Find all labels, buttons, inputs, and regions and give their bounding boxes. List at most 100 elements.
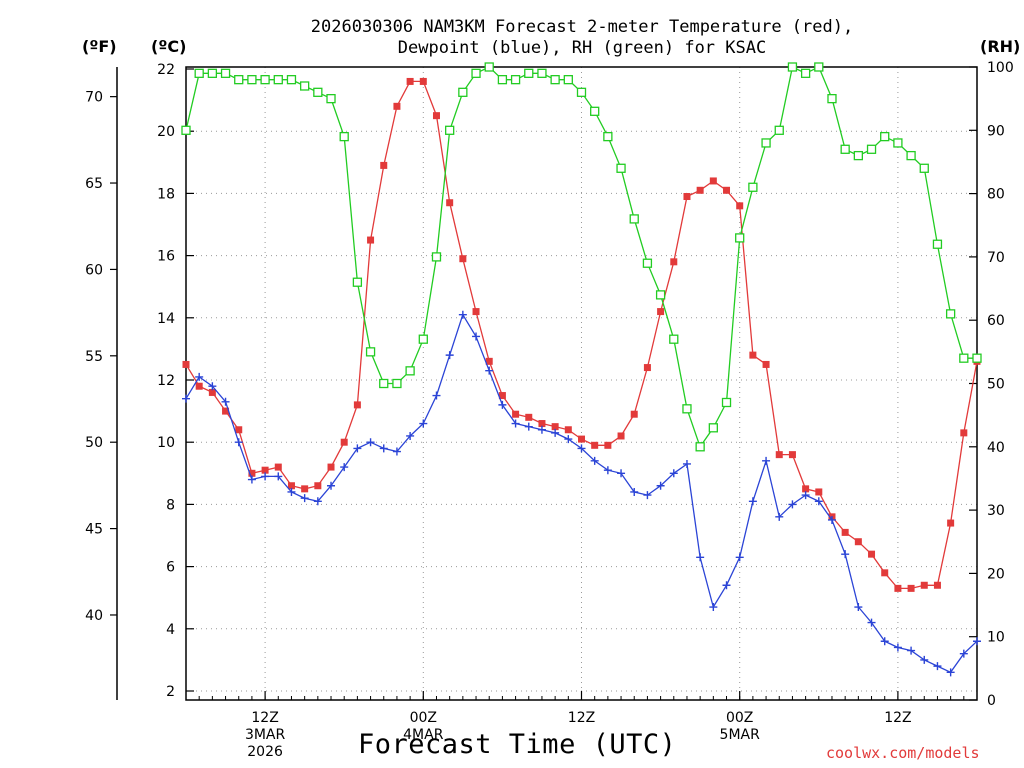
data-point-1-31: [590, 456, 599, 465]
data-point-1-59: [959, 649, 968, 658]
data-point-2-18: [418, 334, 428, 344]
data-point-0-40: [709, 177, 717, 185]
data-point-1-58: [946, 668, 955, 677]
data-point-2-24: [497, 75, 508, 85]
data-point-2-59: [959, 353, 969, 363]
chart-title-line-1: 2026030306 NAM3KM Forecast 2-meter Tempe…: [310, 17, 854, 37]
celsius-tick-label-16: 16: [157, 249, 175, 265]
data-point-0-18: [419, 77, 427, 85]
celsius-tick-label-4: 4: [166, 622, 175, 638]
x-tick-label-30-0: 12Z: [568, 710, 595, 726]
data-point-1-12: [340, 463, 349, 472]
series-line-2: [185, 66, 977, 449]
data-point-2-6: [260, 75, 270, 85]
data-point-1-28: [551, 428, 560, 437]
data-point-0-27: [538, 420, 546, 428]
celsius-tick-label-10: 10: [157, 435, 175, 451]
data-point-2-3: [220, 68, 231, 78]
fahrenheit-tick-label-50: 50: [85, 435, 103, 451]
data-point-0-56: [920, 581, 928, 589]
fahrenheit-tick-label-45: 45: [85, 522, 103, 538]
axes: 2 4 6 8 10 12 14 16 18 20 22 40 45 50 55 60 65 70 0 10 20 30 4…: [85, 60, 1014, 760]
data-point-2-30: [576, 87, 587, 97]
celsius-tick-label-12: 12: [157, 373, 175, 389]
data-point-1-11: [327, 481, 336, 490]
data-point-0-57: [933, 581, 941, 589]
data-point-0-52: [868, 550, 876, 558]
data-point-1-15: [379, 444, 388, 453]
data-point-2-37: [669, 334, 679, 344]
data-point-1-54: [893, 643, 902, 652]
data-point-2-16: [392, 378, 402, 389]
x-tick-label-6-0: 12Z: [251, 710, 278, 726]
x-tick-label-54-0: 12Z: [884, 710, 911, 726]
data-point-0-28: [551, 423, 559, 431]
celsius-unit-label: (ºC): [151, 37, 187, 56]
rh-tick-label-60: 60: [987, 313, 1005, 329]
data-point-0-13: [353, 401, 361, 409]
data-point-0-21: [459, 255, 467, 263]
data-point-0-9: [301, 485, 309, 493]
data-point-2-46: [787, 62, 798, 72]
data-point-1-45: [775, 512, 784, 521]
data-point-1-4: [234, 438, 243, 447]
data-point-2-15: [379, 378, 389, 389]
data-point-2-54: [893, 138, 903, 148]
fahrenheit-tick-label-65: 65: [85, 176, 103, 192]
data-point-2-10: [313, 87, 323, 97]
data-point-1-40: [709, 603, 718, 612]
data-point-1-56: [920, 655, 929, 664]
data-point-0-10: [314, 482, 322, 490]
data-point-0-12: [340, 438, 348, 446]
data-point-0-3: [222, 407, 230, 415]
data-point-2-49: [827, 94, 837, 104]
data-point-0-17: [406, 77, 414, 85]
data-point-1-52: [867, 618, 876, 627]
celsius-tick-label-20: 20: [157, 124, 175, 140]
credit-text: coolwx.com/models: [826, 744, 980, 762]
fahrenheit-tick-label-40: 40: [85, 608, 103, 624]
data-point-0-39: [696, 186, 704, 194]
data-point-1-55: [907, 646, 916, 655]
celsius-tick-label-14: 14: [157, 311, 175, 327]
data-point-2-4: [234, 75, 244, 85]
rh-tick-label-30: 30: [987, 503, 1005, 519]
data-point-2-21: [458, 87, 468, 97]
data-point-2-60: [972, 353, 982, 363]
data-point-0-41: [723, 186, 731, 194]
data-point-0-47: [802, 485, 810, 493]
data-point-2-23: [484, 62, 494, 72]
data-point-0-58: [947, 519, 955, 527]
data-point-0-11: [327, 463, 335, 471]
data-point-2-50: [840, 144, 850, 154]
data-point-1-14: [366, 438, 375, 447]
data-point-0-14: [367, 236, 375, 244]
fahrenheit-unit-label: (ºF): [82, 37, 117, 56]
data-point-2-22: [471, 68, 481, 78]
data-point-2-29: [563, 75, 573, 85]
data-point-0-5: [248, 469, 256, 477]
data-point-1-7: [274, 472, 283, 481]
data-point-2-17: [405, 366, 415, 376]
celsius-tick-label-6: 6: [166, 560, 175, 576]
data-point-1-32: [603, 466, 612, 475]
data-point-0-42: [736, 202, 744, 210]
data-point-1-41: [722, 581, 731, 590]
data-point-2-26: [524, 68, 534, 78]
data-point-2-34: [629, 214, 639, 224]
data-point-0-30: [578, 435, 585, 443]
data-point-1-38: [682, 459, 691, 468]
data-point-1-29: [564, 435, 573, 444]
data-point-1-18: [419, 419, 428, 428]
data-point-0-26: [525, 413, 533, 421]
data-point-1-50: [841, 550, 850, 559]
data-point-1-2: [208, 382, 217, 391]
data-point-2-0: [181, 125, 191, 135]
data-point-0-7: [274, 463, 282, 471]
data-point-2-2: [207, 68, 218, 78]
data-point-2-31: [590, 106, 600, 116]
data-point-1-43: [748, 497, 757, 506]
data-point-1-53: [880, 637, 889, 646]
data-point-2-57: [932, 239, 943, 249]
